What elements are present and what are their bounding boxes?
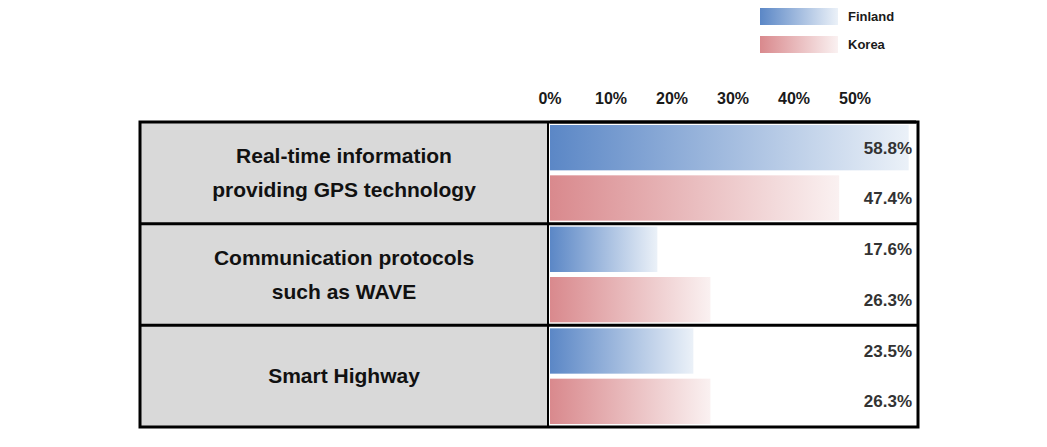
legend-label: Finland — [848, 9, 894, 24]
category-line: providing GPS technology — [212, 178, 476, 201]
legend-swatch — [760, 8, 838, 25]
chart: Finland Korea 0% 10% 20% 30% 40% 50% Real-time i… — [0, 0, 1047, 447]
tick-label: 10% — [595, 90, 627, 107]
bar — [550, 175, 839, 220]
legend-swatch — [760, 36, 838, 53]
bar — [550, 125, 909, 170]
data-label: 26.3% — [864, 291, 912, 310]
tick-label: 40% — [778, 90, 810, 107]
label-column — [140, 122, 548, 427]
tick-label: 0% — [538, 90, 561, 107]
data-label: 17.6% — [864, 240, 912, 259]
category-label: Real-time information providing GPS techn… — [212, 144, 476, 201]
frame — [140, 122, 918, 427]
data-label: 58.8% — [864, 139, 912, 158]
category-line: Communication protocols — [214, 246, 474, 269]
category-label: Communication protocols such as WAVE — [214, 246, 474, 303]
tick-label: 50% — [839, 90, 871, 107]
axis-line — [550, 121, 916, 124]
tick-label: 20% — [656, 90, 688, 107]
bar — [550, 379, 710, 424]
data-label: 23.5% — [864, 342, 912, 361]
category-label: Smart Highway — [268, 364, 420, 387]
legend-label: Korea — [848, 37, 886, 52]
tick-label: 30% — [717, 90, 749, 107]
data-label: 47.4% — [864, 189, 912, 208]
column-divider — [547, 122, 549, 427]
data-label: 26.3% — [864, 392, 912, 411]
category-line: Real-time information — [236, 144, 452, 167]
category-line: Smart Highway — [268, 364, 420, 387]
bar — [550, 328, 693, 373]
row-separator — [140, 222, 918, 225]
bars — [550, 125, 909, 424]
row-separator — [140, 324, 918, 327]
category-line: such as WAVE — [272, 280, 416, 303]
bar — [550, 227, 657, 272]
bar — [550, 277, 710, 322]
